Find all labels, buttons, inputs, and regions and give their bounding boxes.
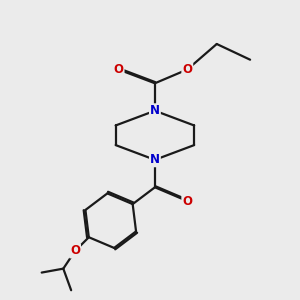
Text: O: O bbox=[70, 244, 80, 257]
Text: N: N bbox=[150, 104, 160, 117]
Text: O: O bbox=[114, 63, 124, 76]
Text: O: O bbox=[182, 194, 192, 208]
Text: O: O bbox=[182, 63, 192, 76]
Text: N: N bbox=[150, 153, 160, 166]
